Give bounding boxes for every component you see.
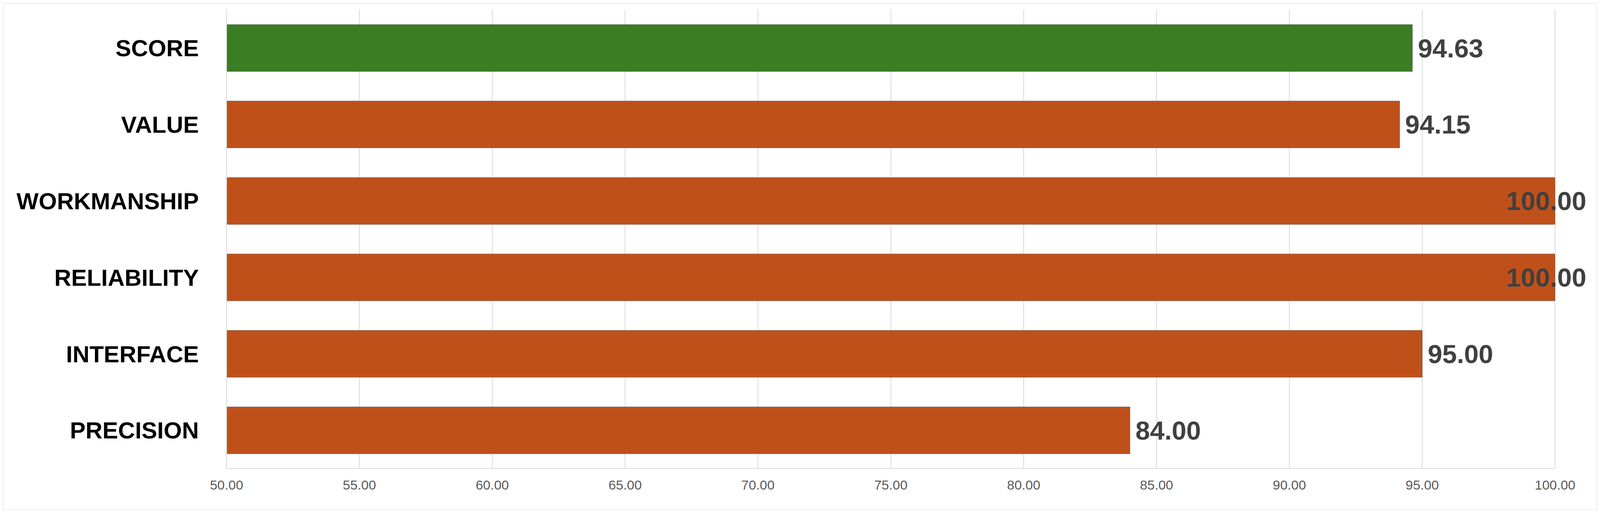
svg-text:75.00: 75.00 (874, 477, 908, 493)
svg-text:50.00: 50.00 (209, 477, 243, 493)
svg-text:WORKMANSHIP: WORKMANSHIP (16, 188, 199, 215)
svg-text:95.00: 95.00 (1405, 477, 1439, 493)
svg-text:100.00: 100.00 (1506, 262, 1587, 293)
svg-text:RELIABILITY: RELIABILITY (54, 264, 199, 292)
svg-text:85.00: 85.00 (1139, 477, 1174, 493)
svg-text:94.15: 94.15 (1405, 109, 1471, 140)
svg-text:95.00: 95.00 (1427, 339, 1494, 369)
svg-text:60.00: 60.00 (475, 477, 509, 493)
svg-text:84.00: 84.00 (1135, 416, 1202, 446)
svg-text:55.00: 55.00 (342, 477, 377, 493)
svg-text:100.00: 100.00 (1506, 186, 1587, 216)
svg-text:100.00: 100.00 (1534, 477, 1576, 493)
svg-text:INTERFACE: INTERFACE (66, 341, 199, 368)
svg-text:94.63: 94.63 (1417, 33, 1484, 63)
svg-text:SCORE: SCORE (115, 35, 199, 62)
svg-text:VALUE: VALUE (121, 111, 199, 138)
svg-text:65.00: 65.00 (608, 477, 642, 493)
svg-text:80.00: 80.00 (1007, 477, 1041, 493)
svg-text:90.00: 90.00 (1272, 477, 1306, 493)
svg-text:PRECISION: PRECISION (69, 417, 199, 444)
svg-text:70.00: 70.00 (741, 477, 775, 493)
